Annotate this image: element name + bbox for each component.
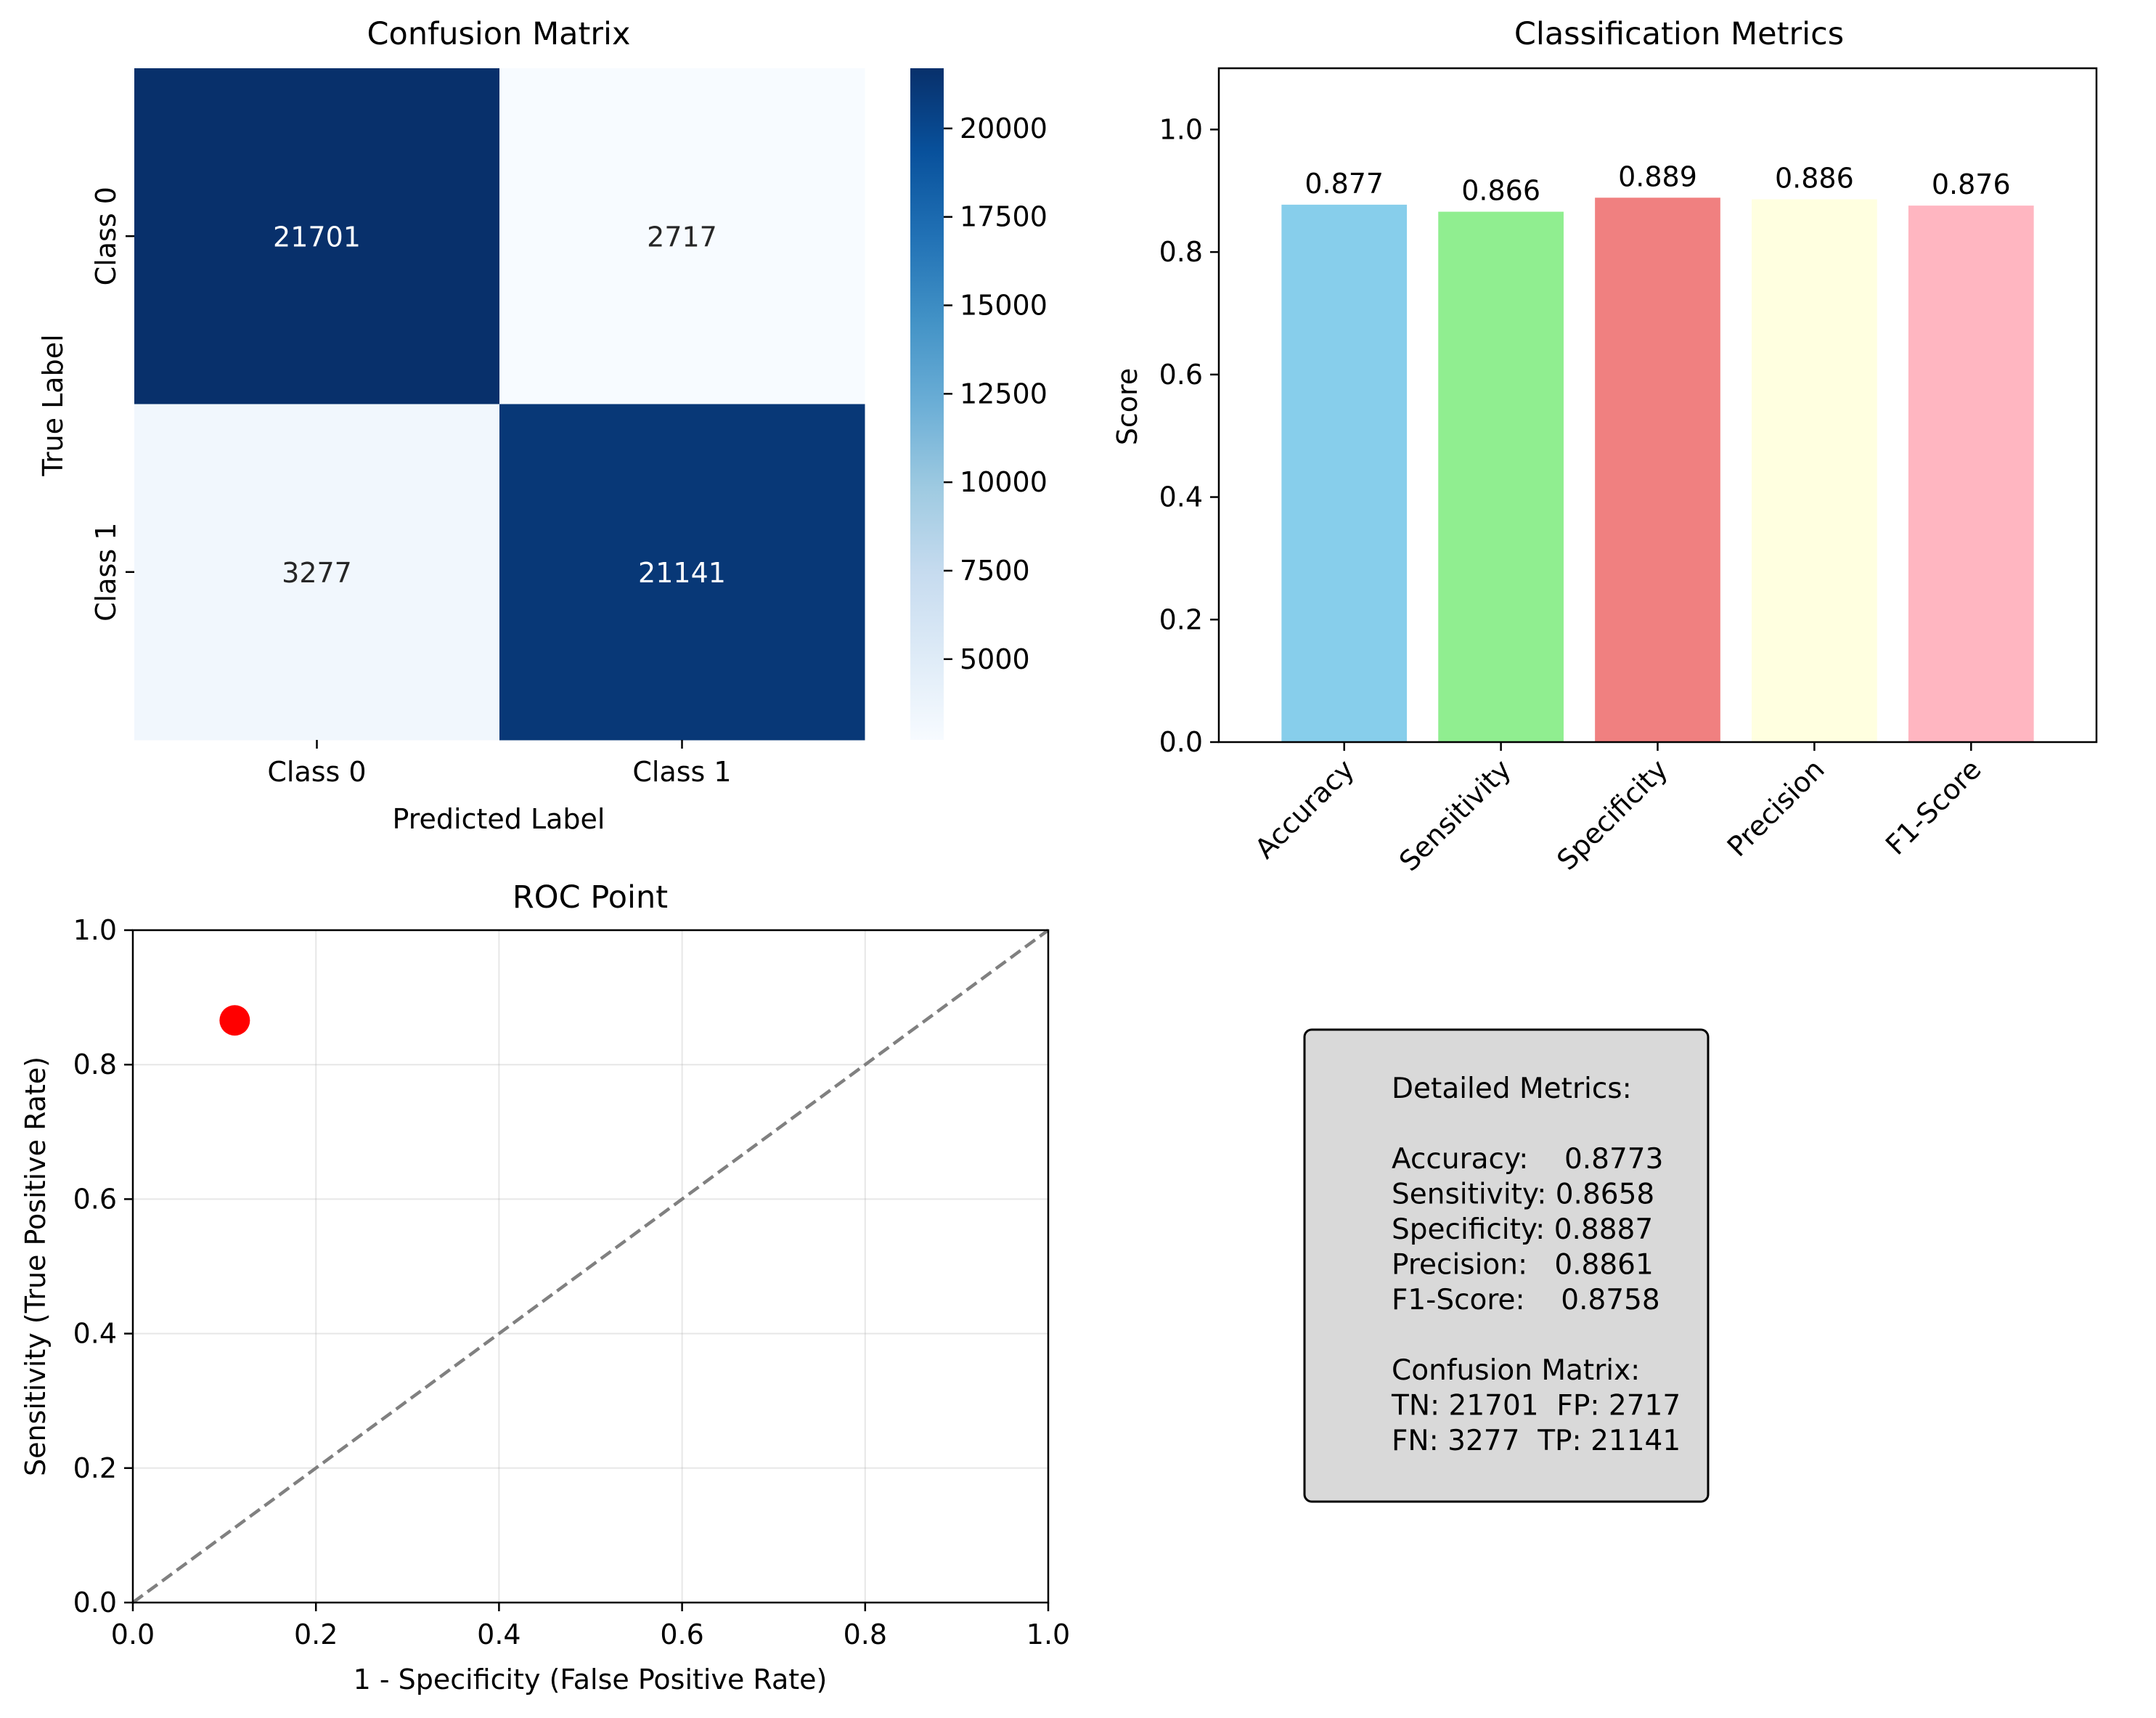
x-tick-label: Class 1 (632, 756, 731, 788)
confusion-matrix-panel: Confusion Matrix 21701 2717 3277 21141 Clas… (37, 16, 1048, 835)
roc-point-title: ROC Point (513, 879, 668, 916)
confusion-matrix-y-ticks: Class 0 Class 1 (90, 187, 134, 622)
roc-y-ticks: 0.0 0.2 0.4 0.6 0.8 1.0 (73, 914, 133, 1619)
roc-point-panel: ROC Point 0.0 0.2 0.4 0.6 0.8 1.0 0.00.20.40.… (20, 879, 1070, 1695)
x-tick-label: 0.8 (844, 1619, 887, 1650)
roc-reference-line (131, 929, 1050, 1604)
confusion-matrix-x-axis-label: Predicted Label (393, 803, 605, 835)
matrix-cell (499, 68, 865, 404)
detailed-metrics-background (1303, 1028, 1710, 1503)
metric-bar (1908, 205, 2034, 742)
cell-value-label: 3277 (282, 557, 352, 589)
roc-x-ticks: 0.0 0.2 0.4 0.6 0.8 1.0 (111, 1603, 1070, 1650)
colorbar-tick-label: 15000 (960, 290, 1048, 322)
bar-chart-frame (1217, 67, 2098, 744)
colorbar-ticks: 5000 7500 10000 12500 15000 17500 20000 (944, 113, 1048, 675)
metric-bar (1281, 204, 1408, 742)
x-tick-label: Sensitivity (1393, 753, 1517, 877)
detailed-metrics-line: Detailed Metrics: (1392, 1072, 1632, 1105)
roc-frame (131, 929, 1050, 1604)
colorbar-tick-label: 20000 (960, 113, 1048, 144)
y-tick-label: Class 1 (90, 523, 122, 622)
detailed-metrics-lines: Detailed Metrics: Accuracy: 0.8773Sensiti… (1391, 1072, 1681, 1457)
colorbar-tick-label: 5000 (960, 643, 1030, 675)
y-tick-label: 0.4 (73, 1318, 117, 1350)
x-tick-label: F1-Score (1879, 753, 1988, 861)
y-tick-label: 0.0 (1159, 726, 1203, 758)
bar-chart-y-axis-label: Score (1111, 368, 1143, 445)
bar-value-label: 0.889 (1618, 160, 1697, 192)
detailed-metrics-line: Precision: 0.8861 (1392, 1249, 1654, 1282)
detailed-metrics-line: TN: 21701 FP: 2717 (1391, 1390, 1681, 1422)
x-tick-label: Accuracy (1249, 753, 1360, 865)
bar-value-label: 0.866 (1461, 175, 1540, 207)
confusion-matrix-cells: 21701 2717 3277 21141 (134, 68, 865, 741)
bar-chart-bars: 0.877 0.866 0.889 0.886 0.876 (1281, 160, 2034, 742)
x-tick-label: 0.4 (477, 1619, 520, 1650)
matrix-cell (134, 404, 500, 741)
y-tick-label: 0.2 (73, 1452, 117, 1484)
cell-value-label: 21141 (638, 557, 726, 589)
confusion-matrix-y-axis-label: True Label (37, 334, 69, 476)
y-tick-label: 0.8 (73, 1049, 117, 1080)
y-tick-label: 1.0 (73, 914, 117, 946)
confusion-matrix-title: Confusion Matrix (367, 16, 631, 52)
detailed-metrics-line: FN: 3277 TP: 21141 (1392, 1425, 1681, 1457)
bar-value-label: 0.877 (1304, 168, 1384, 200)
cell-value-label: 2717 (647, 221, 717, 253)
colorbar-tick-label: 10000 (960, 466, 1048, 498)
x-tick-label: 0.2 (294, 1619, 338, 1650)
y-tick-label: 1.0 (1159, 113, 1203, 145)
colorbar-tick-label: 12500 (960, 378, 1048, 410)
detailed-metrics-line: Accuracy: 0.8773 (1392, 1143, 1663, 1176)
x-tick-label: Specificity (1551, 753, 1674, 876)
bar-value-label: 0.886 (1775, 162, 1854, 194)
detailed-metrics-box: Detailed Metrics: Accuracy: 0.8773Sensiti… (1303, 1028, 1710, 1503)
bar-chart-y-ticks: 0.0 0.2 0.4 0.6 0.8 1.0 (1159, 113, 1219, 758)
colorbar-tick-label: 7500 (960, 555, 1030, 587)
x-tick-label: Precision (1721, 753, 1831, 863)
detailed-metrics-line: Confusion Matrix: (1392, 1354, 1640, 1387)
metric-bar (1752, 199, 1877, 742)
y-tick-label: 0.6 (73, 1183, 117, 1215)
roc-y-axis-label: Sensitivity (True Positive Rate) (20, 1057, 52, 1476)
bar-value-label: 0.876 (1932, 168, 2011, 200)
y-tick-label: 0.8 (1159, 236, 1203, 268)
detailed-metrics-line: F1-Score: 0.8758 (1392, 1284, 1660, 1316)
classification-metrics-title: Classification Metrics (1514, 16, 1844, 52)
y-tick-label: Class 0 (90, 187, 122, 285)
x-tick-label: 0.0 (111, 1619, 155, 1650)
classification-metrics-panel: Classification Metrics 0.0 0.2 0.4 0.6 0.8 1.… (1111, 16, 2098, 877)
metric-bar (1595, 198, 1720, 742)
x-tick-label: 1.0 (1026, 1619, 1070, 1650)
y-tick-label: 0.6 (1159, 359, 1203, 391)
matrix-cell (499, 404, 865, 741)
confusion-matrix-x-ticks: Class 0 Class 1 (267, 740, 732, 788)
detailed-metrics-line: Specificity: 0.8887 (1392, 1213, 1653, 1246)
metric-bar (1438, 211, 1564, 742)
x-tick-label: 0.6 (660, 1619, 703, 1650)
colorbar (910, 68, 944, 740)
matrix-cell (134, 68, 500, 404)
x-tick-label: Class 0 (267, 756, 366, 788)
detailed-metrics-line: Sensitivity: 0.8658 (1392, 1178, 1654, 1211)
roc-x-axis-label: 1 - Specificity (False Positive Rate) (354, 1664, 828, 1695)
y-tick-label: 0.0 (73, 1587, 117, 1619)
y-tick-label: 0.2 (1159, 603, 1203, 635)
colorbar-tick-label: 17500 (960, 201, 1048, 233)
cell-value-label: 21701 (273, 221, 361, 253)
roc-points (219, 1005, 250, 1036)
y-tick-label: 0.4 (1159, 481, 1203, 513)
roc-point-marker (219, 1005, 250, 1036)
bar-chart-x-ticks: Accuracy Sensitivity Specificity Precision F… (1249, 742, 1988, 877)
